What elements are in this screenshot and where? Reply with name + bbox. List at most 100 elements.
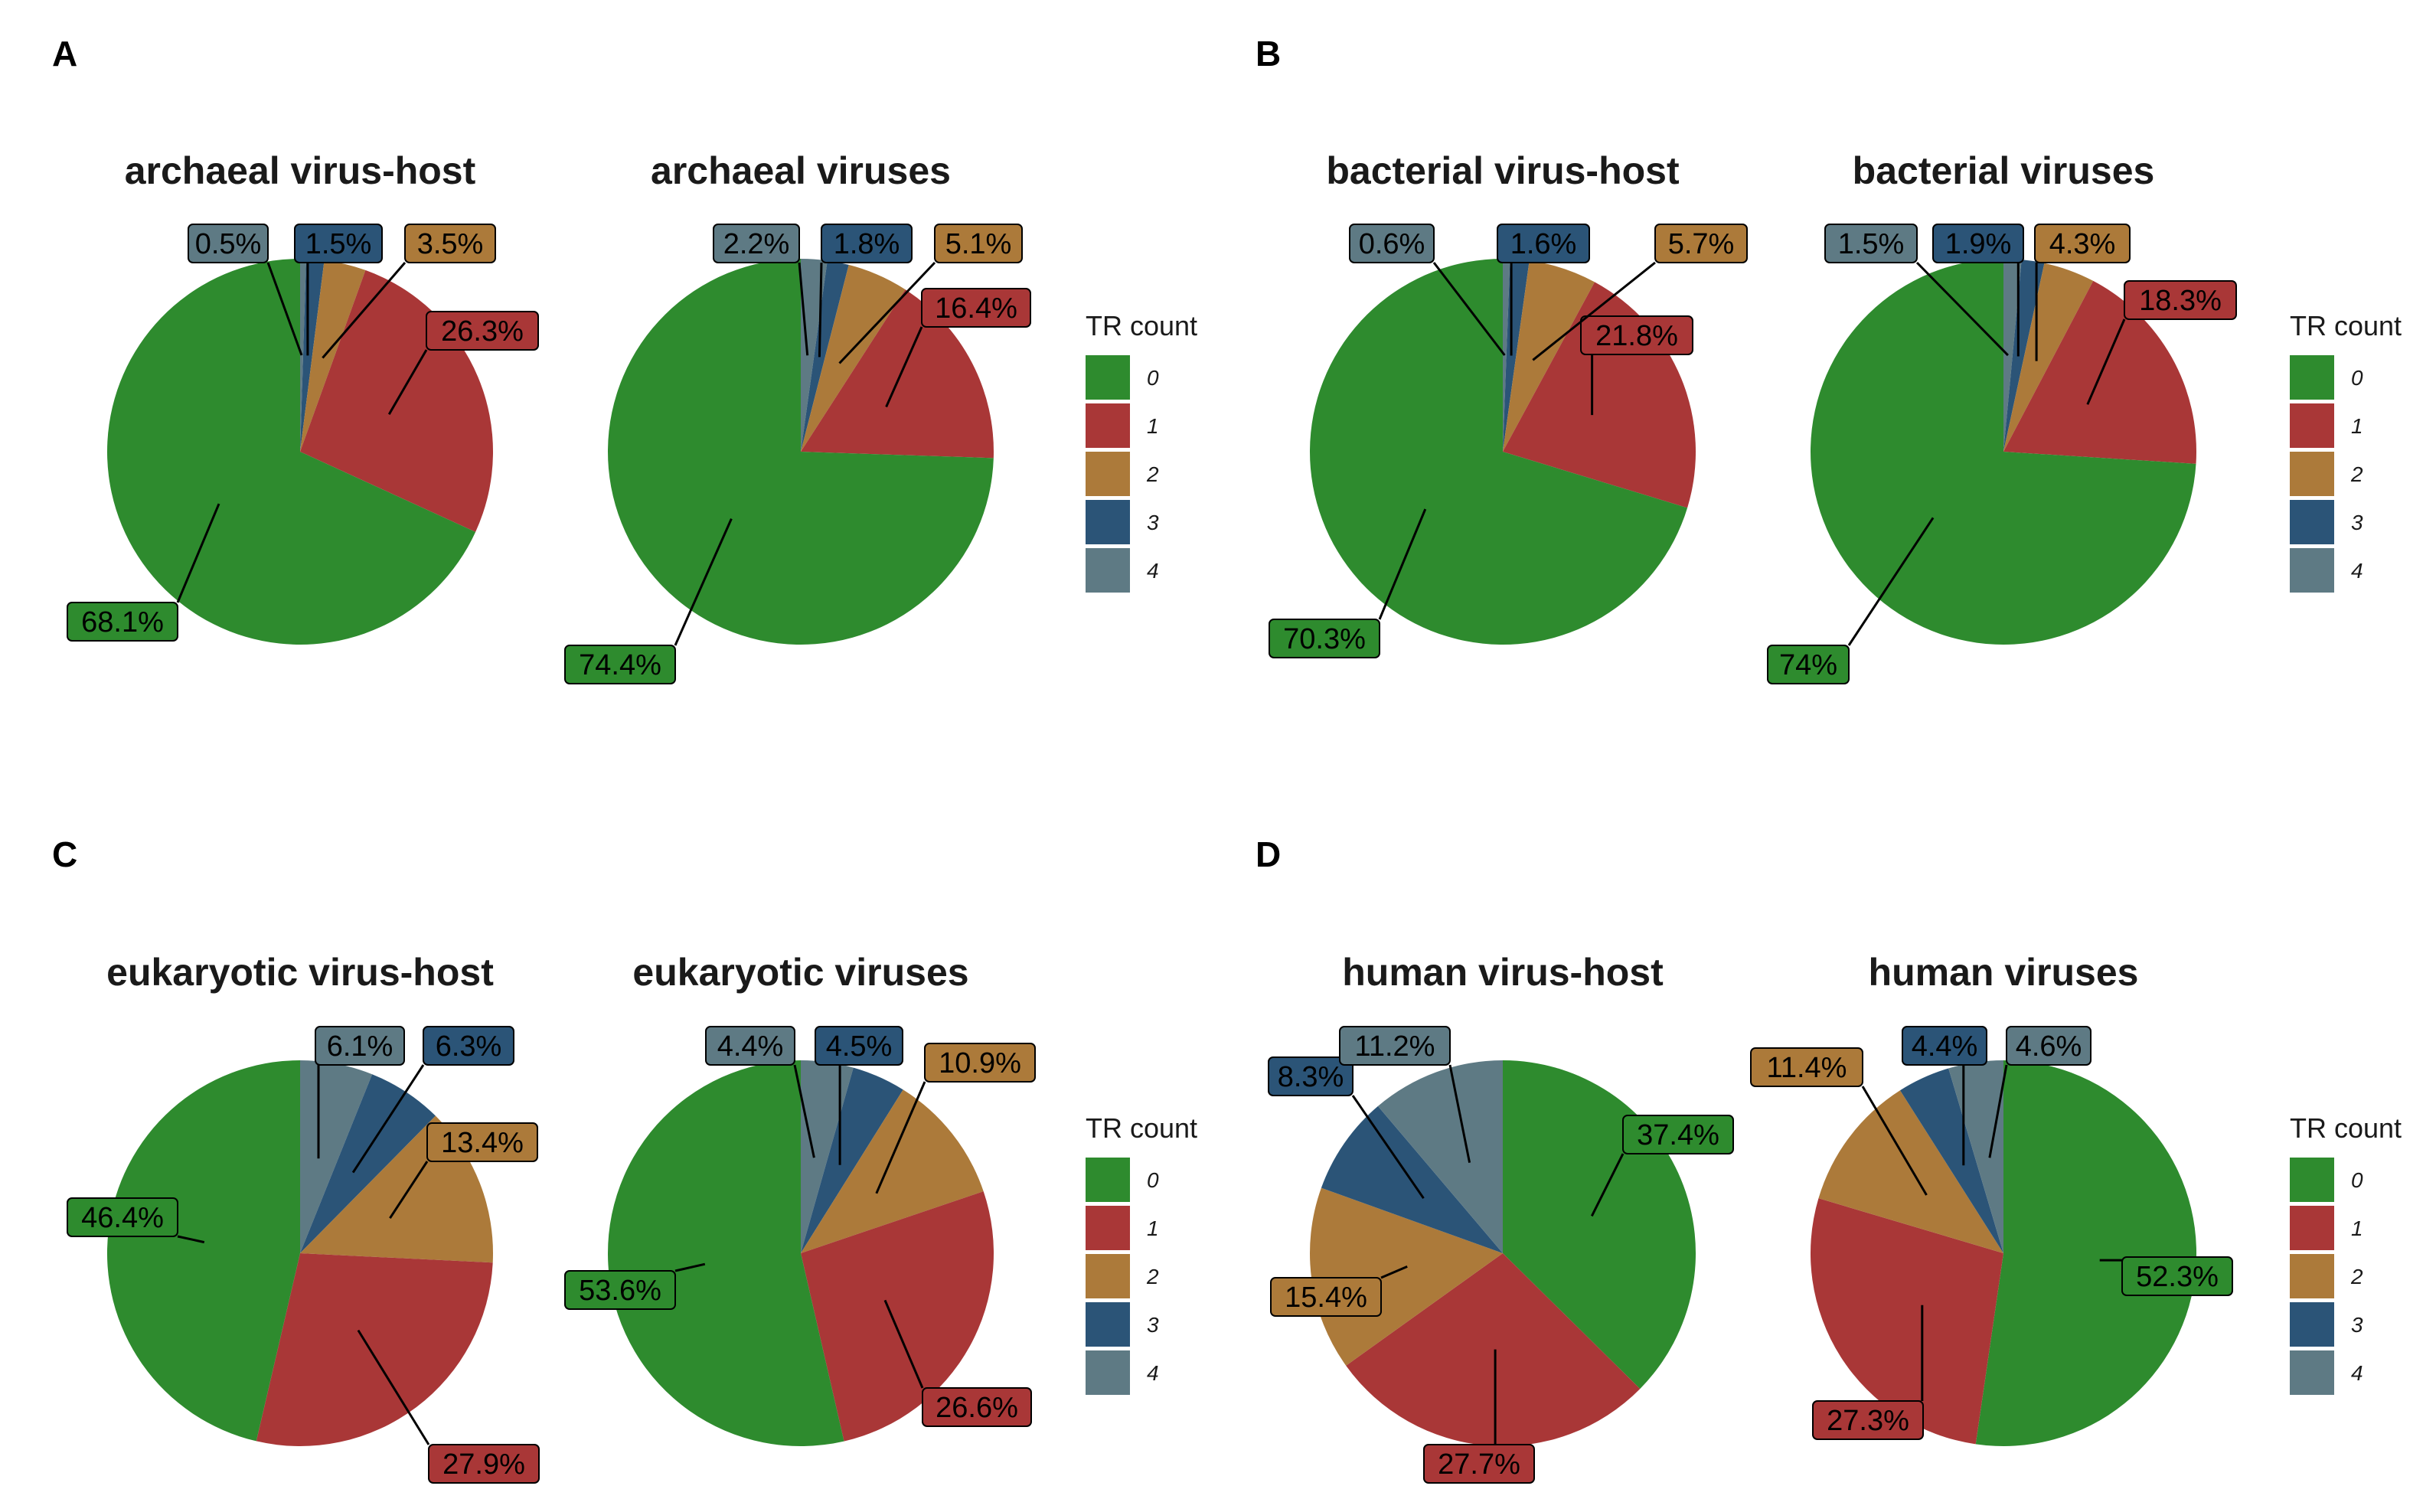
pie-slice-2 bbox=[801, 264, 906, 452]
leader-line bbox=[351, 1064, 425, 1174]
panel-letter-a: A bbox=[52, 34, 77, 73]
label-box bbox=[564, 1270, 676, 1310]
label-box bbox=[315, 1026, 405, 1066]
leader-line bbox=[1432, 262, 1506, 356]
pie-title: bacterial virus-host bbox=[1326, 149, 1680, 192]
legend-key-2 bbox=[1086, 452, 1130, 496]
pie-slice-4 bbox=[1948, 1060, 2003, 1253]
legend-key-1 bbox=[2290, 1206, 2334, 1250]
legend-key-2 bbox=[1086, 1254, 1130, 1298]
panel-letter-d: D bbox=[1256, 834, 1281, 874]
pie-title: eukaryotic viruses bbox=[632, 951, 968, 994]
leader-line bbox=[798, 262, 809, 356]
data-label: 4.3% bbox=[2049, 228, 2116, 260]
legend-key-2 bbox=[2290, 1254, 2334, 1298]
legend-label: 2 bbox=[1146, 462, 1159, 486]
legend-label: 3 bbox=[1147, 1313, 1159, 1337]
data-label: 10.9% bbox=[939, 1047, 1021, 1079]
legend-key-4 bbox=[1086, 1350, 1130, 1395]
pie-slice-4 bbox=[300, 258, 306, 452]
pie-slice-0 bbox=[1975, 1060, 2197, 1446]
data-label: 53.6% bbox=[579, 1275, 661, 1307]
legend-title: TR count bbox=[1086, 1112, 1197, 1144]
label-box bbox=[2121, 1256, 2233, 1296]
pie-chart: bacterial virus-host 70.3% 21.8% 5.7% 1.6% 0.… bbox=[1269, 149, 1748, 658]
legend-title: TR count bbox=[1086, 310, 1197, 341]
data-label: 3.5% bbox=[417, 228, 484, 260]
label-box bbox=[564, 645, 676, 684]
legend: TR count 0 1 2 3 4 bbox=[2290, 1112, 2402, 1395]
legend-label: 4 bbox=[2351, 559, 2363, 583]
pie-slice-0 bbox=[106, 1060, 300, 1442]
label-box bbox=[922, 1387, 1032, 1427]
legend-label: 1 bbox=[1147, 414, 1159, 438]
leader-line bbox=[177, 1235, 205, 1244]
legend-label: 4 bbox=[2351, 1361, 2363, 1385]
pie-slice-4 bbox=[1377, 1060, 1503, 1253]
label-box bbox=[705, 1026, 795, 1066]
pie-chart: archaeal viruses 74.4% 16.4% 5.1% 1.8% 2.2% bbox=[564, 149, 1031, 684]
legend-key-2 bbox=[2290, 452, 2334, 496]
leader-line bbox=[1861, 1086, 1928, 1196]
leader-line bbox=[1351, 1095, 1425, 1200]
data-label: 4.6% bbox=[2016, 1030, 2082, 1063]
pie-slice-4 bbox=[2003, 259, 2022, 452]
data-label: 5.1% bbox=[945, 228, 1012, 260]
legend-label: 1 bbox=[1147, 1216, 1159, 1240]
label-box bbox=[1750, 1047, 1863, 1087]
label-box bbox=[921, 288, 1031, 328]
label-box bbox=[67, 1197, 178, 1237]
pie-chart: eukaryotic virus-host 46.4% 27.9% 13.4% 6.3%… bbox=[67, 951, 540, 1484]
label-box bbox=[1497, 224, 1590, 263]
data-label: 6.1% bbox=[327, 1030, 393, 1063]
pie-title: archaeal virus-host bbox=[125, 149, 476, 192]
pie-slice-2 bbox=[1818, 1090, 2003, 1253]
label-box bbox=[1269, 619, 1380, 658]
legend-key-4 bbox=[1086, 548, 1130, 593]
leader-line bbox=[1532, 261, 1656, 361]
legend-label: 1 bbox=[2351, 1216, 2363, 1240]
leader-line bbox=[885, 326, 923, 408]
legend-key-4 bbox=[2290, 548, 2334, 593]
pie-slice-4 bbox=[1503, 259, 1510, 452]
data-label: 0.6% bbox=[1359, 228, 1425, 260]
panel-letter-b: B bbox=[1256, 34, 1281, 73]
pie-slice-3 bbox=[801, 1067, 903, 1253]
data-label: 27.9% bbox=[442, 1448, 525, 1481]
pie-title: human virus-host bbox=[1342, 951, 1664, 994]
pie-slice-3 bbox=[300, 1074, 436, 1253]
label-box bbox=[1902, 1026, 1987, 1066]
leader-line bbox=[1380, 1265, 1408, 1279]
legend-key-3 bbox=[1086, 1302, 1130, 1347]
pie-slice-1 bbox=[801, 1191, 994, 1442]
label-box bbox=[1270, 1277, 1382, 1317]
panel-letter-c: C bbox=[52, 834, 77, 874]
data-label: 74% bbox=[1779, 649, 1837, 681]
data-label: 16.4% bbox=[935, 292, 1017, 325]
label-box bbox=[821, 224, 913, 263]
leader-line bbox=[1915, 261, 2009, 357]
data-label: 1.5% bbox=[305, 228, 372, 260]
legend-key-0 bbox=[1086, 355, 1130, 400]
pie-slice-1 bbox=[2003, 280, 2196, 464]
label-box bbox=[423, 1026, 514, 1066]
label-box bbox=[1654, 224, 1748, 263]
data-label: 27.3% bbox=[1827, 1405, 1909, 1437]
data-label: 0.5% bbox=[195, 228, 262, 260]
data-label: 21.8% bbox=[1595, 320, 1678, 352]
data-label: 68.1% bbox=[81, 606, 164, 638]
label-box bbox=[2124, 280, 2237, 320]
leader-line bbox=[2086, 318, 2126, 405]
data-label: 15.4% bbox=[1285, 1282, 1367, 1314]
legend-label: 2 bbox=[2350, 1265, 2363, 1288]
legend-key-0 bbox=[2290, 1158, 2334, 1202]
pie-slice-0 bbox=[607, 259, 994, 645]
pie-slice-3 bbox=[2003, 260, 2045, 452]
data-label: 11.4% bbox=[1767, 1052, 1847, 1084]
legend-key-1 bbox=[1086, 1206, 1130, 1250]
label-box bbox=[1580, 315, 1693, 355]
label-box bbox=[1268, 1056, 1354, 1096]
pie-slice-3 bbox=[801, 260, 849, 452]
